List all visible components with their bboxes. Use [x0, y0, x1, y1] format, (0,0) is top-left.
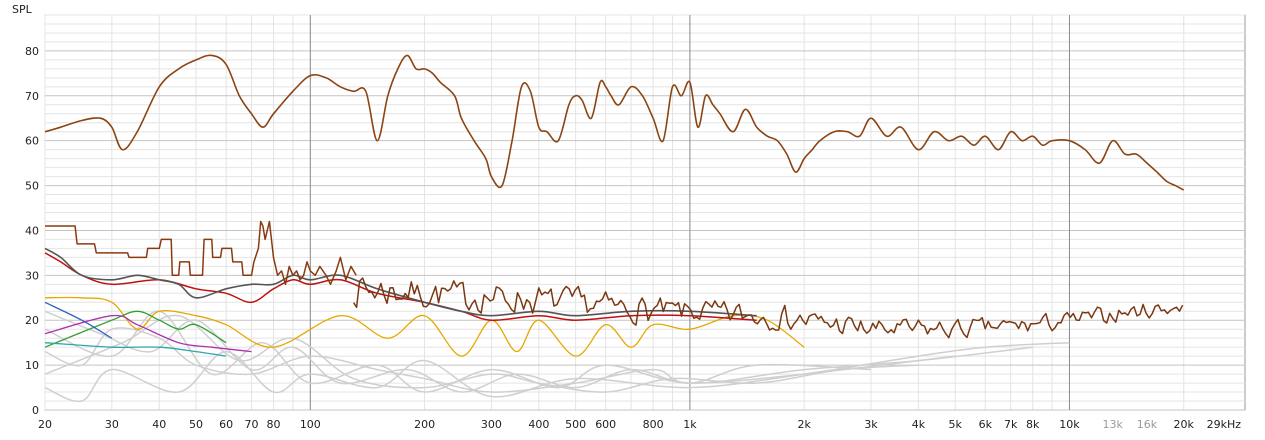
x-tick-label: 60 — [219, 418, 233, 431]
x-tick-label: 20k — [1174, 418, 1195, 431]
x-tick-label: 50 — [189, 418, 203, 431]
x-tick-label: 5k — [949, 418, 963, 431]
x-tick-label: 30 — [105, 418, 119, 431]
tick-labels: 0 10 20 30 40 50 60 70 80 20 30 40 50 60 70 80 100 200 300… — [25, 45, 1241, 431]
x-tick-label: 3k — [864, 418, 878, 431]
y-tick-label: 0 — [32, 404, 39, 417]
series-layer — [44, 54, 1185, 403]
series-line-6 — [44, 310, 227, 348]
series-line-14 — [44, 54, 1185, 191]
x-tick-label: 200 — [414, 418, 435, 431]
x-tick-label: 40 — [152, 418, 166, 431]
x-tick-label: 6k — [979, 418, 993, 431]
y-tick-label: 50 — [25, 180, 39, 193]
series-line-5 — [44, 296, 805, 357]
x-tick-label: 70 — [245, 418, 259, 431]
x-tick-label: 8k — [1026, 418, 1040, 431]
major-gridlines — [45, 15, 1245, 411]
x-tick-label: 29kHz — [1207, 418, 1242, 431]
x-tick-label: 13k — [1103, 418, 1124, 431]
x-tick-label: 20 — [38, 418, 52, 431]
x-tick-label: 300 — [481, 418, 502, 431]
y-tick-label: 40 — [25, 224, 39, 237]
y-tick-label: 60 — [25, 135, 39, 148]
x-tick-label: 1k — [683, 418, 697, 431]
series-line-2 — [44, 310, 1033, 393]
series-line-1 — [44, 341, 1070, 403]
x-tick-label: 500 — [565, 418, 586, 431]
series-line-8 — [44, 342, 227, 357]
x-tick-label: 10k — [1059, 418, 1080, 431]
x-tick-label: 600 — [595, 418, 616, 431]
y-tick-label: 30 — [25, 269, 39, 282]
series-line-13 — [352, 277, 1184, 339]
y-axis-label: SPL — [12, 3, 33, 16]
y-tick-label: 10 — [25, 359, 39, 372]
series-line-9 — [44, 301, 113, 339]
x-tick-label: 800 — [643, 418, 664, 431]
x-tick-label: 100 — [300, 418, 321, 431]
series-line-10 — [44, 252, 757, 321]
y-tick-label: 70 — [25, 90, 39, 103]
series-line-3 — [44, 310, 872, 393]
x-tick-label: 80 — [267, 418, 281, 431]
x-tick-label: 16k — [1137, 418, 1158, 431]
y-tick-label: 20 — [25, 314, 39, 327]
series-line-7 — [44, 314, 252, 353]
x-tick-label: 2k — [797, 418, 811, 431]
series-line-12 — [45, 220, 357, 286]
x-tick-label: 400 — [528, 418, 549, 431]
x-tick-label: 7k — [1004, 418, 1018, 431]
x-tick-label: 4k — [912, 418, 926, 431]
y-tick-label: 80 — [25, 45, 39, 58]
series-line-4 — [44, 314, 919, 393]
